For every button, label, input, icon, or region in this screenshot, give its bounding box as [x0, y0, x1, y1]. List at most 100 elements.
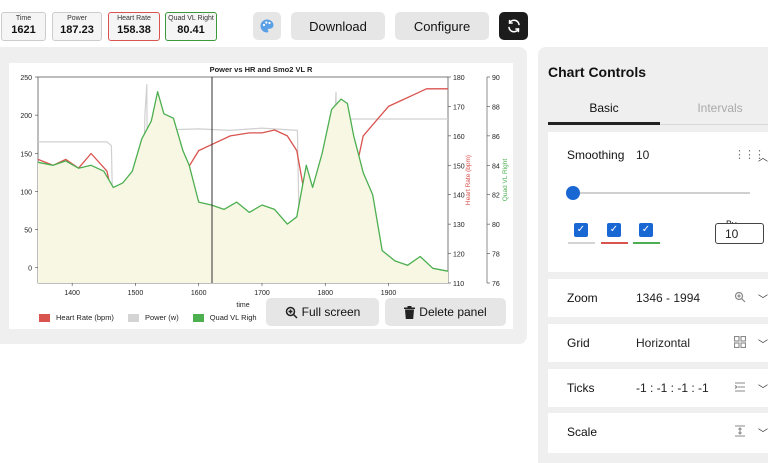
- checkbox-quad-vl-right-line: [633, 242, 660, 244]
- y-tick-label-quad: 82: [492, 193, 500, 200]
- legend-item[interactable]: Power (w): [127, 313, 179, 322]
- y-tick-label-quad: 90: [492, 75, 500, 82]
- y-tick-label-quad: 86: [492, 134, 500, 141]
- y-tick-label-power: 250: [20, 75, 32, 82]
- delete-panel-label: Delete panel: [419, 305, 487, 319]
- chart-controls-panel: Chart Controls Basic Intervals Smoothing…: [538, 47, 768, 463]
- download-button[interactable]: Download: [291, 12, 385, 40]
- x-tick-label: 1700: [254, 290, 270, 297]
- stat-label: Power: [67, 15, 87, 22]
- line-chart[interactable]: 0 50 100 150 200 250 110 120 130 140 150 160 170 180 7…: [9, 63, 513, 313]
- y-tick-label-quad: 84: [492, 163, 500, 170]
- stat-value: 80.41: [177, 24, 205, 36]
- y-tick-label-power: 0: [28, 266, 32, 273]
- y-tick-label-hr: 110: [453, 281, 464, 288]
- ticks-label: Ticks: [567, 381, 595, 395]
- palette-icon: [260, 19, 274, 33]
- stat-label: Time: [15, 15, 32, 22]
- y-tick-label-quad: 80: [492, 222, 500, 229]
- series-line-quad: [37, 91, 449, 272]
- y-tick-label-power: 50: [24, 228, 32, 235]
- checkbox-heart-rate-line: [601, 242, 628, 244]
- scale-section[interactable]: Scale ﹀: [548, 413, 768, 453]
- tab-basic[interactable]: Basic: [589, 101, 619, 115]
- full-screen-label: Full screen: [301, 305, 361, 319]
- chart-card: Power vs HR and Smo2 VL R 0 50 100 150 200 25…: [9, 63, 513, 329]
- legend-swatch: [39, 313, 50, 322]
- chart-legend: Heart Rate (bpm) Power (w) Quad VL Righ: [39, 313, 271, 322]
- legend-swatch: [127, 313, 139, 322]
- chevron-up-icon[interactable]: ︿: [758, 153, 768, 164]
- sync-button[interactable]: [499, 12, 528, 40]
- grid-value: Horizontal: [636, 336, 691, 350]
- x-tick-label: 1900: [381, 290, 397, 297]
- quad-axis-label: Quad VL Right: [502, 159, 509, 202]
- y-tick-label-hr: 160: [453, 134, 465, 141]
- stat-power: Power 187.23: [52, 12, 102, 41]
- stat-value: 158.38: [117, 24, 151, 36]
- y-tick-label-hr: 170: [453, 104, 465, 111]
- stat-value: 187.23: [60, 24, 94, 36]
- smoothing-slider[interactable]: [566, 186, 750, 200]
- zoom-section[interactable]: Zoom 1346 - 1994 ﹀: [548, 279, 768, 317]
- x-tick-label: 1500: [128, 290, 144, 297]
- y-tick-label-quad: 88: [492, 104, 500, 111]
- chevron-down-icon[interactable]: ﹀: [758, 340, 768, 351]
- scale-icon: [735, 425, 745, 437]
- checkbox-heart-rate[interactable]: ✓: [607, 223, 621, 237]
- legend-item[interactable]: Heart Rate (bpm): [39, 313, 114, 322]
- chevron-down-icon[interactable]: ﹀: [758, 385, 768, 396]
- trash-icon: [404, 305, 416, 319]
- stat-time: Time 1621: [1, 12, 46, 41]
- grid-section[interactable]: Grid Horizontal ﹀: [548, 324, 768, 362]
- chevron-down-icon[interactable]: ﹀: [758, 295, 768, 306]
- sync-icon: [507, 19, 520, 33]
- legend-item[interactable]: Quad VL Righ: [192, 313, 257, 322]
- y-tick-label-hr: 180: [453, 75, 465, 82]
- palette-button[interactable]: [253, 12, 281, 40]
- smoothing-value: 10: [636, 148, 650, 162]
- by-input[interactable]: 10: [715, 223, 764, 244]
- zoom-icon: [734, 291, 746, 303]
- zoom-label: Zoom: [567, 291, 598, 305]
- stat-label: Heart Rate: [117, 15, 151, 22]
- checkbox-power-line: [568, 242, 595, 244]
- checkbox-power[interactable]: ✓: [574, 223, 588, 237]
- legend-label: Quad VL Righ: [209, 313, 257, 322]
- zoom-value: 1346 - 1994: [636, 291, 701, 305]
- legend-label: Heart Rate (bpm): [56, 313, 114, 322]
- chevron-down-icon[interactable]: ﹀: [758, 429, 768, 440]
- y-tick-label-power: 200: [20, 113, 32, 120]
- ticks-value: -1 : -1 : -1 : -1: [636, 381, 709, 395]
- ticks-icon: [734, 382, 745, 392]
- checkbox-quad-vl-right[interactable]: ✓: [639, 223, 653, 237]
- chart-title: Power vs HR and Smo2 VL R: [209, 65, 313, 74]
- stat-quad-vl-right: Quad VL Right 80.41: [165, 12, 217, 41]
- quad-area: [38, 91, 448, 283]
- y-tick-label-hr: 130: [453, 222, 465, 229]
- x-tick-label: 1800: [317, 290, 333, 297]
- chart-controls-title: Chart Controls: [548, 64, 646, 80]
- hr-axis-label: Heart Rate (bpm): [465, 155, 472, 205]
- stat-value: 1621: [11, 24, 36, 36]
- grid-icon: [734, 336, 746, 348]
- y-tick-label-hr: 140: [453, 193, 465, 200]
- slider-thumb[interactable]: [566, 186, 580, 200]
- legend-swatch: [192, 313, 204, 322]
- x-tick-label: 1600: [191, 290, 207, 297]
- y-tick-label-hr: 120: [453, 252, 465, 259]
- ticks-section[interactable]: Ticks -1 : -1 : -1 : -1 ﹀: [548, 369, 768, 407]
- tab-intervals[interactable]: Intervals: [697, 101, 743, 115]
- chart-panel: Power vs HR and Smo2 VL R 0 50 100 150 200 25…: [0, 47, 527, 344]
- y-tick-label-quad: 76: [492, 281, 500, 288]
- smoothing-section: Smoothing 10 ⋮⋮⋮ ︿ ✓ ✓ ✓ By 10: [548, 132, 768, 272]
- y-tick-label-hr: 150: [453, 163, 465, 170]
- configure-button[interactable]: Configure: [395, 12, 489, 40]
- grid-dots-icon: ⋮⋮⋮: [734, 149, 765, 161]
- grid-label: Grid: [567, 336, 590, 350]
- x-tick-label: 1400: [64, 290, 80, 297]
- full-screen-button[interactable]: Full screen: [266, 298, 379, 326]
- delete-panel-button[interactable]: Delete panel: [385, 298, 506, 326]
- legend-label: Power (w): [144, 313, 179, 322]
- scale-label: Scale: [567, 425, 598, 439]
